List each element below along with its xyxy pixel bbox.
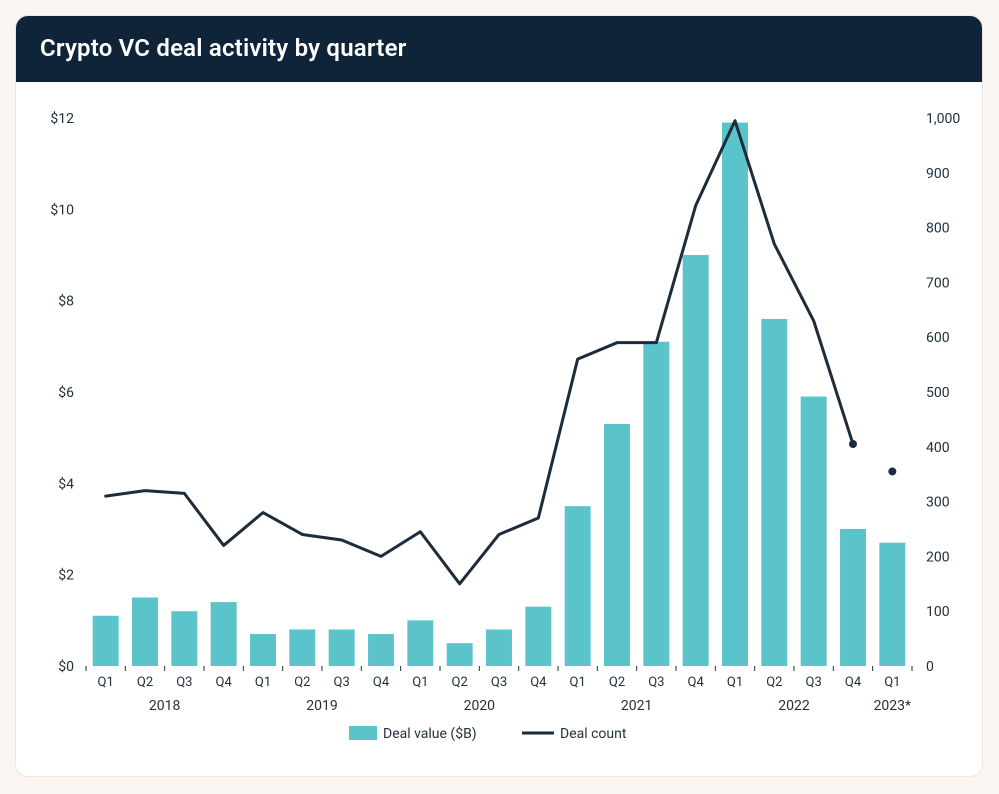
svg-text:Q2: Q2 bbox=[294, 675, 310, 690]
svg-text:Q4: Q4 bbox=[845, 675, 862, 690]
legend-swatch-bar bbox=[349, 726, 377, 740]
bar bbox=[879, 543, 905, 666]
svg-text:2018: 2018 bbox=[149, 698, 181, 714]
bar bbox=[368, 634, 394, 666]
svg-text:Q1: Q1 bbox=[412, 675, 428, 690]
chart-card: Crypto VC deal activity by quarter $0$2$… bbox=[16, 16, 982, 776]
bar bbox=[643, 342, 669, 666]
x-ticks bbox=[86, 666, 912, 671]
chart-title: Crypto VC deal activity by quarter bbox=[40, 34, 958, 62]
svg-text:Q1: Q1 bbox=[255, 675, 271, 690]
bar bbox=[683, 255, 709, 666]
svg-text:Q1: Q1 bbox=[727, 675, 743, 690]
svg-text:Q1: Q1 bbox=[884, 675, 900, 690]
svg-text:1,000: 1,000 bbox=[926, 111, 960, 127]
bar bbox=[329, 629, 355, 666]
svg-text:$8: $8 bbox=[58, 293, 74, 310]
svg-text:$2: $2 bbox=[58, 567, 74, 584]
page: Crypto VC deal activity by quarter $0$2$… bbox=[0, 0, 999, 794]
bar bbox=[289, 629, 315, 666]
card-header: Crypto VC deal activity by quarter bbox=[16, 16, 982, 82]
svg-text:200: 200 bbox=[926, 549, 950, 565]
svg-text:0: 0 bbox=[926, 659, 934, 675]
svg-text:Q3: Q3 bbox=[176, 675, 192, 690]
svg-text:Q2: Q2 bbox=[766, 675, 782, 690]
year-labels: 2018 2019 2020 2021 2022 2023* bbox=[149, 698, 911, 714]
svg-text:Q4: Q4 bbox=[530, 675, 547, 690]
quarter-labels: Q1 Q2 Q3 Q4 Q1 Q2 Q3 Q4 Q1 Q2 Q3 Q4 Q1 Q2 Q3 Q4 Q1 Q2 Q3 Q4… bbox=[98, 675, 901, 690]
bar bbox=[447, 643, 473, 666]
svg-text:400: 400 bbox=[926, 440, 950, 456]
svg-text:$4: $4 bbox=[58, 475, 74, 492]
svg-text:Q2: Q2 bbox=[137, 675, 153, 690]
legend: Deal value ($B) Deal count bbox=[349, 725, 627, 742]
svg-text:Q2: Q2 bbox=[452, 675, 468, 690]
svg-text:800: 800 bbox=[926, 221, 950, 237]
line-marker bbox=[888, 467, 896, 475]
svg-text:Q1: Q1 bbox=[98, 675, 114, 690]
bar bbox=[407, 620, 433, 666]
chart-svg: $0 $2 $4 $6 $8 $10 $12 0 100 200 300 400 500 600 700 80… bbox=[16, 82, 982, 776]
svg-text:2023*: 2023* bbox=[874, 698, 912, 714]
svg-text:Q4: Q4 bbox=[216, 675, 233, 690]
bar bbox=[250, 634, 276, 666]
bar bbox=[93, 616, 119, 666]
bar bbox=[211, 602, 237, 666]
svg-text:700: 700 bbox=[926, 275, 950, 291]
svg-text:Q3: Q3 bbox=[491, 675, 507, 690]
svg-text:Q1: Q1 bbox=[570, 675, 586, 690]
line-marker bbox=[849, 440, 857, 448]
svg-text:$6: $6 bbox=[58, 384, 74, 401]
svg-text:Q2: Q2 bbox=[609, 675, 625, 690]
svg-text:Deal count: Deal count bbox=[560, 726, 627, 742]
svg-text:2022: 2022 bbox=[778, 698, 810, 714]
bars-group bbox=[93, 123, 906, 666]
bar bbox=[132, 598, 158, 667]
bar bbox=[525, 607, 551, 666]
svg-text:600: 600 bbox=[926, 330, 950, 346]
bar bbox=[761, 319, 787, 666]
svg-text:Q4: Q4 bbox=[688, 675, 705, 690]
svg-text:$0: $0 bbox=[58, 658, 74, 675]
svg-text:Deal value ($B): Deal value ($B) bbox=[383, 725, 477, 742]
svg-text:900: 900 bbox=[926, 166, 950, 182]
svg-text:Q4: Q4 bbox=[373, 675, 390, 690]
bar bbox=[171, 611, 197, 666]
svg-text:Q3: Q3 bbox=[334, 675, 350, 690]
svg-text:$12: $12 bbox=[50, 110, 74, 127]
bar bbox=[604, 424, 630, 666]
bar bbox=[801, 397, 827, 666]
svg-text:$10: $10 bbox=[50, 201, 74, 218]
bar bbox=[840, 529, 866, 666]
svg-text:300: 300 bbox=[926, 495, 950, 511]
bar bbox=[722, 123, 748, 666]
svg-text:Q3: Q3 bbox=[806, 675, 822, 690]
svg-text:2021: 2021 bbox=[621, 698, 652, 714]
svg-text:500: 500 bbox=[926, 385, 950, 401]
bar bbox=[486, 629, 512, 666]
plot-area: $0 $2 $4 $6 $8 $10 $12 0 100 200 300 400 500 600 700 80… bbox=[16, 82, 982, 776]
bar bbox=[565, 506, 591, 666]
svg-text:Q3: Q3 bbox=[648, 675, 664, 690]
svg-text:2019: 2019 bbox=[306, 698, 337, 714]
svg-text:100: 100 bbox=[926, 604, 950, 620]
svg-text:2020: 2020 bbox=[464, 698, 496, 714]
